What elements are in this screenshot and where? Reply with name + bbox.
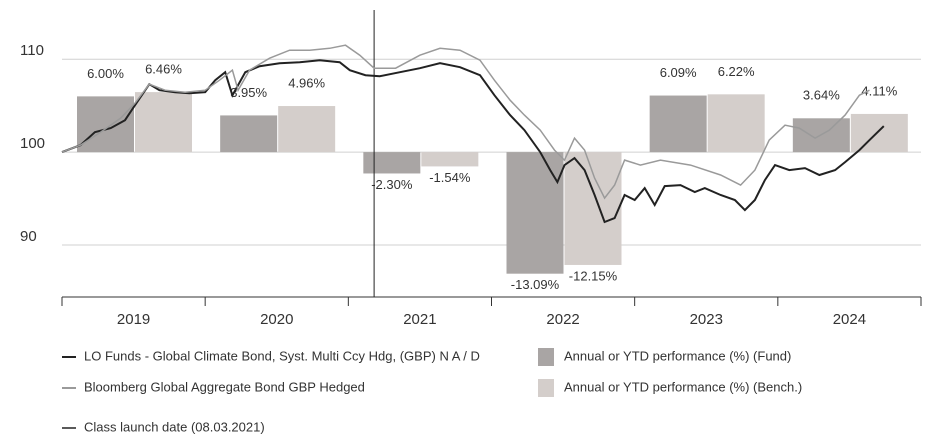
legend-label: LO Funds - Global Climate Bond, Syst. Mu… xyxy=(84,348,480,363)
y-tick-label: 110 xyxy=(20,42,44,59)
bar xyxy=(421,152,479,167)
legend-swatch xyxy=(538,348,554,366)
bar xyxy=(135,92,192,153)
x-tick-label: 2021 xyxy=(403,311,436,328)
bar-label: 6.46% xyxy=(145,62,182,77)
bar xyxy=(649,95,707,153)
line xyxy=(61,44,870,200)
bar-label: -1.54% xyxy=(429,170,471,185)
line xyxy=(61,59,885,224)
x-tick-label: 2019 xyxy=(117,311,150,328)
y-tick-label: 90 xyxy=(20,228,37,245)
bar-label: 6.00% xyxy=(87,66,124,81)
legend-label: Annual or YTD performance (%) (Fund) xyxy=(564,348,791,363)
y-tick-label: 100 xyxy=(20,135,45,152)
bar-label: 3.64% xyxy=(803,88,840,103)
bar-label: -2.30% xyxy=(371,177,413,192)
bar-label: 6.22% xyxy=(718,64,755,79)
bar-label: -12.15% xyxy=(569,268,618,283)
bar xyxy=(220,115,278,153)
bar-label: 6.09% xyxy=(660,65,697,80)
bar xyxy=(564,152,622,265)
legend-label: Bloomberg Global Aggregate Bond GBP Hedg… xyxy=(84,379,365,394)
legend-swatch xyxy=(538,379,554,397)
x-tick-label: 2023 xyxy=(690,311,723,328)
bar xyxy=(850,113,908,153)
bar-label: 4.96% xyxy=(288,75,325,90)
legend-label: Class launch date (08.03.2021) xyxy=(84,419,265,434)
bar-label: 3.95% xyxy=(230,85,267,100)
x-tick-label: 2020 xyxy=(260,311,293,328)
bar xyxy=(77,96,134,153)
bar xyxy=(506,152,564,274)
legend-label: Annual or YTD performance (%) (Bench.) xyxy=(564,379,802,394)
bar-label: 4.11% xyxy=(861,83,897,98)
bar xyxy=(363,152,421,174)
bar-label: -13.09% xyxy=(511,277,560,292)
bar xyxy=(707,94,765,153)
bar xyxy=(278,106,336,153)
x-tick-label: 2022 xyxy=(546,311,579,328)
x-tick-label: 2024 xyxy=(833,311,866,328)
